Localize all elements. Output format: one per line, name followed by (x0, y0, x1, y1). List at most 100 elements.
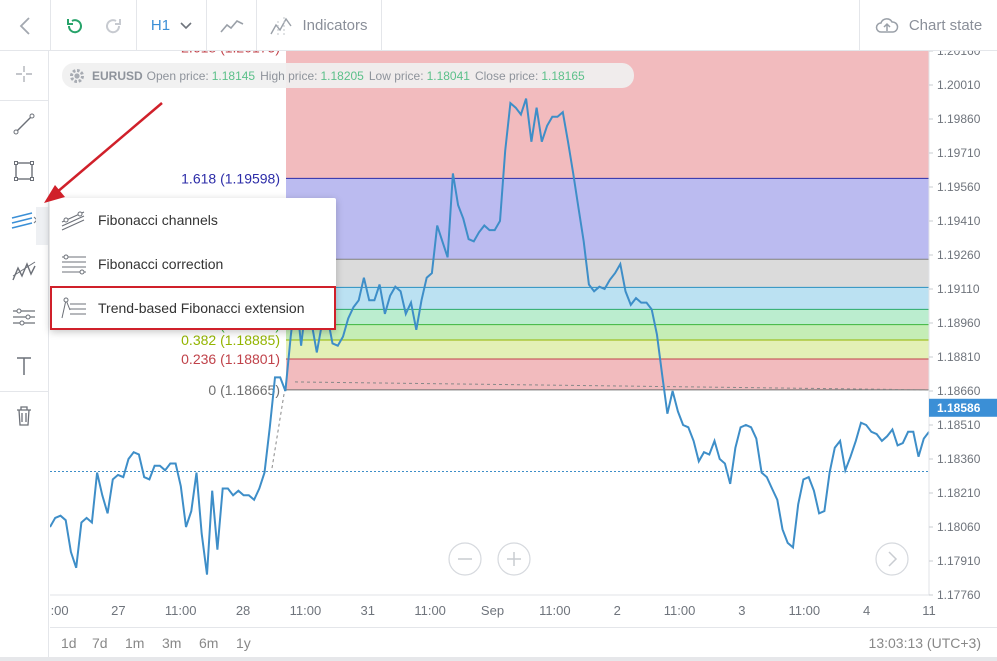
time-axis-label: 11:00 (414, 603, 446, 618)
menu-item-label: Fibonacci channels (98, 212, 218, 228)
menu-item-fib-extension[interactable]: Trend-based Fibonacci extension (50, 286, 336, 330)
chart-state-label: Chart state (908, 17, 983, 34)
cloud-upload-icon (875, 17, 899, 33)
fib-zone (286, 287, 929, 310)
price-axis-label: 1.17760 (937, 588, 981, 602)
crosshair-icon (16, 66, 32, 82)
price-axis-label: 1.18960 (937, 316, 981, 330)
fib-level-label: 0.382 (1.18885) (181, 332, 280, 348)
indicators-label: Indicators (302, 17, 368, 34)
gear-icon[interactable] (68, 67, 86, 85)
period-7d[interactable]: 7d (92, 635, 108, 651)
scroll-right-button[interactable] (875, 542, 909, 576)
period-6m[interactable]: 6m (199, 635, 219, 651)
window-bottom-edge (0, 657, 997, 661)
channel-icon (13, 308, 35, 326)
time-axis-label: 3 (738, 603, 745, 618)
drawing-toolbar (0, 51, 49, 661)
time-axis-label: 11:00 (788, 603, 820, 618)
chevron-right-icon (888, 551, 898, 567)
crosshair-tool[interactable] (0, 51, 48, 97)
period-3m[interactable]: 3m (162, 635, 182, 651)
line-chart-icon (219, 19, 243, 33)
trend-line-tool[interactable] (0, 101, 48, 147)
period-1m[interactable]: 1m (125, 635, 145, 651)
menu-item-label: Trend-based Fibonacci extension (98, 300, 305, 316)
high-label: High price: (260, 68, 318, 83)
fib-correction-icon (62, 254, 86, 275)
open-label: Open price: (146, 68, 209, 83)
channel-tool[interactable] (0, 294, 48, 340)
undo-icon (66, 18, 82, 33)
toolbar-divider (0, 100, 48, 101)
price-axis-label: 1.18510 (937, 418, 981, 432)
back-button[interactable] (0, 0, 51, 51)
symbol-label: EURUSD (92, 68, 143, 83)
rectangle-tool[interactable] (0, 148, 48, 194)
indicators-button[interactable]: Indicators (257, 0, 382, 51)
price-axis-label: 1.17910 (937, 554, 981, 568)
chart-type-button[interactable] (207, 0, 257, 51)
price-axis-label: 1.18660 (937, 384, 981, 398)
price-series-line (50, 98, 930, 575)
chevron-down-icon (180, 21, 192, 29)
time-axis-label: 28 (236, 603, 250, 618)
fib-level-label: 1.618 (1.19598) (181, 170, 280, 186)
fib-trend-line (294, 381, 930, 391)
fib-zone (286, 324, 929, 340)
fibonacci-icon (11, 212, 38, 229)
fib-channels-icon (61, 211, 85, 231)
text-icon (17, 357, 31, 375)
fib-level-label: 2.618 (1.20175) (181, 51, 280, 56)
period-1d[interactable]: 1d (61, 635, 77, 651)
open-value: 1.18145 (211, 68, 256, 83)
zoom-plus-button[interactable] (497, 542, 531, 576)
close-label: Close price: (474, 68, 539, 83)
time-axis-label: 11:00 (539, 603, 571, 618)
time-axis-label: 1:00 (50, 603, 69, 618)
price-axis-label: 1.19710 (937, 146, 981, 160)
tool-submenu-indicator (36, 207, 48, 245)
time-axis-label: 31 (361, 603, 375, 618)
top-toolbar: H1 Indicators Chart state (0, 0, 997, 51)
high-value: 1.18205 (320, 68, 364, 83)
current-price-label: 1.18586 (937, 401, 981, 415)
delete-drawings-button[interactable] (0, 393, 48, 439)
price-axis-label: 1.18360 (937, 452, 981, 466)
fib-zone (286, 309, 929, 325)
redo-icon (105, 18, 121, 33)
period-1y[interactable]: 1y (236, 635, 251, 651)
fib-level-label: 0.236 (1.18801) (181, 351, 280, 367)
fib-zone (286, 340, 929, 360)
trash-icon (17, 406, 31, 426)
text-tool[interactable] (0, 343, 48, 389)
redo-button[interactable] (102, 15, 124, 37)
pattern-tool[interactable] (0, 248, 48, 294)
low-value: 1.18041 (426, 68, 470, 83)
price-chart[interactable]: 2.618 (1.20175)1.618 (1.19598)0.5 (1.189… (50, 51, 997, 627)
menu-item-fib-correction[interactable]: Fibonacci correction (50, 242, 336, 286)
price-axis-label: 1.18210 (937, 486, 981, 500)
price-axis-label: 1.18060 (937, 520, 981, 534)
interval-value: H1 (150, 17, 171, 34)
fibonacci-submenu: Fibonacci channels Fibonacci correction … (50, 198, 336, 330)
fib-level-label: 0 (1.18665) (208, 382, 280, 398)
price-axis-label: 1.19260 (937, 248, 981, 262)
menu-item-label: Fibonacci correction (98, 256, 224, 272)
price-axis-label: 1.19860 (937, 112, 981, 126)
chart-state-button[interactable]: Chart state (859, 0, 997, 51)
low-label: Low price: (368, 68, 424, 83)
fib-zone (286, 359, 929, 390)
price-axis-label: 1.20160 (937, 51, 981, 58)
price-axis-label: 1.18810 (937, 350, 981, 364)
close-value: 1.18165 (541, 68, 585, 83)
ohlc-infobar: EURUSD Open price: 1.18145 High price: 1… (62, 63, 634, 88)
zoom-minus-button[interactable] (448, 542, 482, 576)
interval-select[interactable]: H1 (137, 0, 207, 51)
price-axis-label: 1.19410 (937, 214, 981, 228)
undo-button[interactable] (64, 15, 86, 37)
menu-item-fib-channels[interactable]: Fibonacci channels (50, 198, 336, 242)
time-axis-label: 27 (111, 603, 125, 618)
time-axis-label: 11 (922, 603, 936, 618)
toolbar-divider (0, 391, 48, 392)
